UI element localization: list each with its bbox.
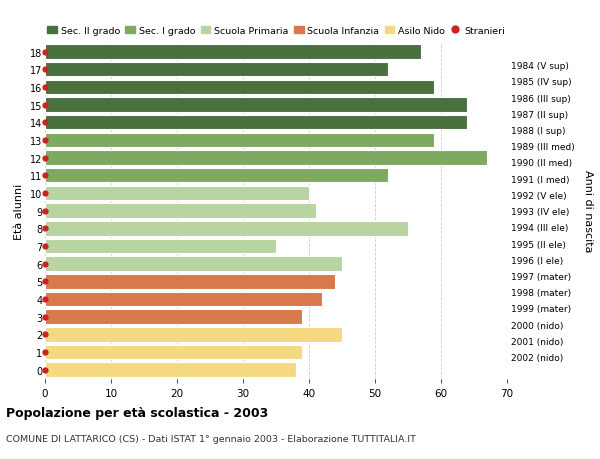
Bar xyxy=(45,168,388,183)
Legend: Sec. II grado, Sec. I grado, Scuola Primaria, Scuola Infanzia, Asilo Nido, Stran: Sec. II grado, Sec. I grado, Scuola Prim… xyxy=(47,27,505,35)
Bar xyxy=(45,134,434,148)
Bar xyxy=(45,63,388,77)
Bar xyxy=(45,204,316,218)
Bar xyxy=(45,239,276,254)
Text: COMUNE DI LATTARICO (CS) - Dati ISTAT 1° gennaio 2003 - Elaborazione TUTTITALIA.: COMUNE DI LATTARICO (CS) - Dati ISTAT 1°… xyxy=(6,434,416,443)
Bar xyxy=(45,345,302,359)
Bar xyxy=(45,116,467,130)
Bar xyxy=(45,310,302,324)
Y-axis label: Anni di nascita: Anni di nascita xyxy=(583,170,593,252)
Bar xyxy=(45,186,309,201)
Bar xyxy=(45,257,342,271)
Y-axis label: Età alunni: Età alunni xyxy=(14,183,24,239)
Bar xyxy=(45,222,408,236)
Bar xyxy=(45,45,421,60)
Bar xyxy=(45,363,296,377)
Bar xyxy=(45,292,322,307)
Bar xyxy=(45,80,434,95)
Bar xyxy=(45,274,335,289)
Text: Popolazione per età scolastica - 2003: Popolazione per età scolastica - 2003 xyxy=(6,406,268,419)
Bar xyxy=(45,98,467,112)
Bar xyxy=(45,151,487,165)
Bar xyxy=(45,327,342,342)
